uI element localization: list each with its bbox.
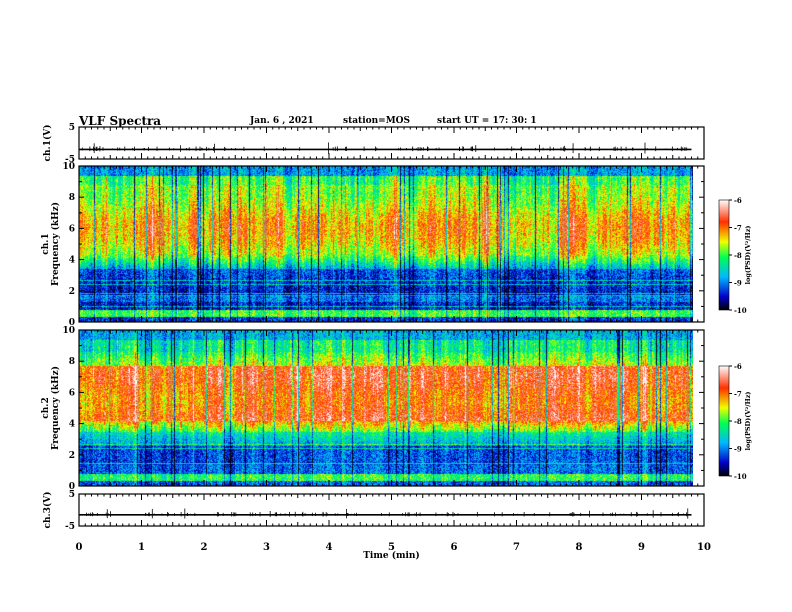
xtick-label: 8 xyxy=(576,542,583,553)
xtick-label: 7 xyxy=(513,542,520,553)
ch1-waveform-ylabel: ch.1(V) xyxy=(42,125,53,162)
ch1-spectrogram-colorbar-tick-label: -7 xyxy=(734,224,742,233)
ch1-spectrogram-colorbar xyxy=(718,199,730,311)
ch1-spectrogram-ylabel: Frequency (kHz) xyxy=(50,202,61,286)
ch2-spectrogram-ytick-label: 8 xyxy=(69,357,75,367)
ch1-spectrogram-frame xyxy=(78,165,705,323)
xtick-label: 3 xyxy=(263,542,270,553)
ch2-spectrogram-colorbar-tick-label: -10 xyxy=(734,472,747,481)
ch2-spectrogram-colorbar-tick-label: -8 xyxy=(734,417,742,426)
ch2-spectrogram-ytick-label: 0 xyxy=(69,482,75,492)
ch1-spectrogram-ylabel: ch.1 xyxy=(41,233,51,254)
spectrogram-ch2 xyxy=(79,330,693,486)
ch2-spectrogram-ytick-label: 6 xyxy=(69,388,75,398)
ch1-waveform-ytick-label: 5 xyxy=(69,123,75,133)
ch2-spectrogram-ytick-label: 2 xyxy=(69,451,75,461)
ch1-spectrogram-ytick-label: 4 xyxy=(69,256,75,266)
ch2-spectrogram-ytick-label: 4 xyxy=(69,420,75,430)
ch2-spectrogram-colorbar-label: log(PSD)(V²/Hz) xyxy=(744,392,752,451)
ch1-spectrogram-ytick-label: 6 xyxy=(69,224,75,234)
ch1-spectrogram-colorbar-tick-label: -10 xyxy=(734,306,747,315)
xtick-label: 4 xyxy=(326,542,333,553)
ch2-spectrogram-colorbar-tick-label: -9 xyxy=(734,445,742,454)
xtick-label: 0 xyxy=(76,542,83,553)
ch1-waveform-frame xyxy=(78,126,705,160)
ch1-spectrogram-ytick-label: 2 xyxy=(69,287,75,297)
ch1-spectrogram-colorbar-label: log(PSD)(V²/Hz) xyxy=(744,226,752,285)
ch3-waveform-frame xyxy=(78,493,705,527)
spectrogram-ch1 xyxy=(79,166,693,322)
ch3-waveform-ylabel: ch.3(V) xyxy=(42,492,53,529)
ch2-spectrogram-colorbar-tick-label: -7 xyxy=(734,390,742,399)
ch3-waveform-ytick-label: -5 xyxy=(65,522,75,532)
ch1-spectrogram-ytick-label: 8 xyxy=(69,193,75,203)
ch1-spectrogram-colorbar-tick-label: -9 xyxy=(734,279,742,288)
ch2-spectrogram-ylabel: ch.2 xyxy=(41,397,51,418)
xtick-label: 10 xyxy=(697,542,711,553)
ch2-spectrogram-ylabel: Frequency (kHz) xyxy=(50,366,61,450)
ch1-waveform-ytick-label: -5 xyxy=(65,155,75,165)
xtick-label: 1 xyxy=(138,542,145,553)
xtick-label: 5 xyxy=(388,542,395,553)
xtick-label: 9 xyxy=(638,542,645,553)
start-ut-label: start UT = 17: 30: 1 xyxy=(437,116,537,126)
ch1-spectrogram-colorbar-tick-label: -6 xyxy=(734,196,742,205)
date-label: Jan. 6 , 2021 xyxy=(250,116,314,126)
station-label: station=MOS xyxy=(343,116,411,126)
ch2-spectrogram-frame xyxy=(78,329,705,487)
ch1-spectrogram-ytick-label: 0 xyxy=(69,318,75,328)
ch3-waveform-ytick-label: 5 xyxy=(69,490,75,500)
ch2-spectrogram-colorbar-tick-label: -6 xyxy=(734,362,742,371)
figure-title: VLF Spectra xyxy=(79,114,162,128)
xtick-label: 2 xyxy=(201,542,208,553)
spectrogram-images xyxy=(79,166,693,486)
xaxis-label: Time (min) xyxy=(363,550,420,561)
panel-frames xyxy=(78,126,732,527)
ch1-spectrogram-colorbar-tick-label: -8 xyxy=(734,251,742,260)
ch2-spectrogram-ytick-label: 10 xyxy=(62,326,75,336)
xtick-label: 6 xyxy=(451,542,458,553)
ch2-spectrogram-colorbar xyxy=(718,365,730,477)
ch1-spectrogram-ytick-label: 10 xyxy=(62,162,75,172)
